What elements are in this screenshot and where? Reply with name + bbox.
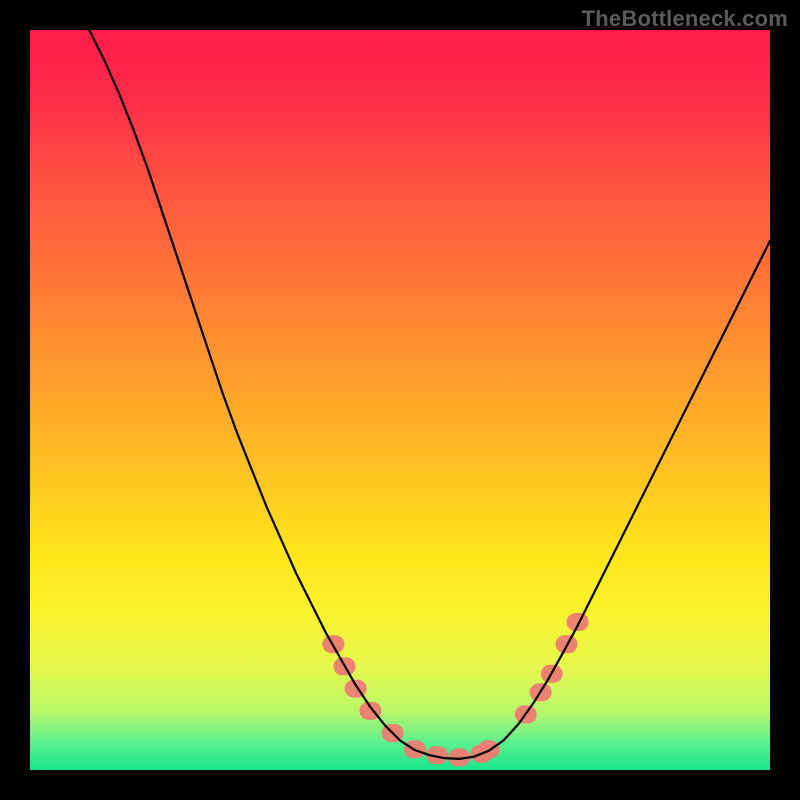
plot-background (30, 30, 770, 770)
watermark-text: TheBottleneck.com (582, 6, 788, 32)
curve-marker (478, 740, 500, 758)
bottleneck-curve-chart (0, 0, 800, 800)
curve-marker (567, 613, 589, 631)
chart-frame: TheBottleneck.com (0, 0, 800, 800)
